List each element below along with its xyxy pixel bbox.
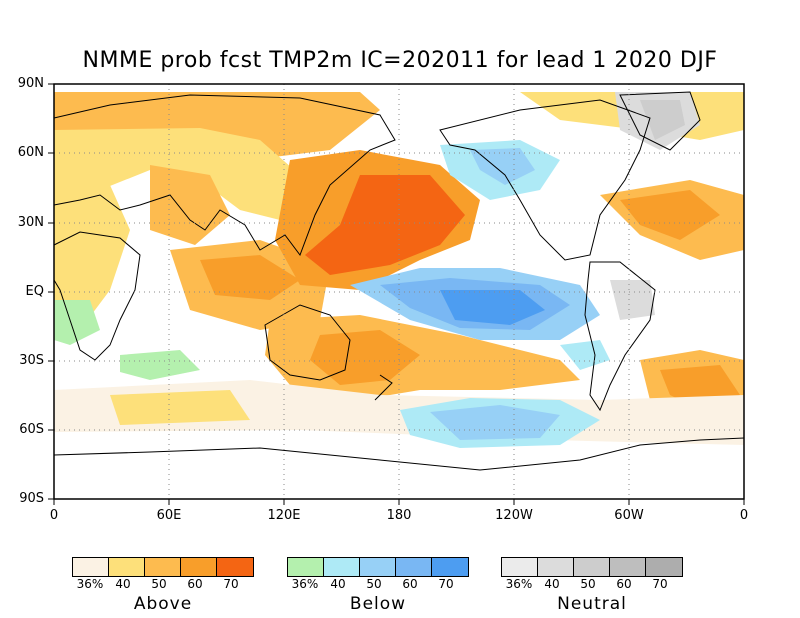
legend-tick: 36% [505, 577, 533, 591]
legend-above: 36% 40 50 60 70 Above [72, 557, 254, 614]
legend-below: 36% 40 50 60 70 Below [287, 557, 469, 614]
continent-outlines [53, 91, 745, 471]
lat-label-90n: 90N [17, 76, 44, 91]
lon-label-120w: 120W [495, 508, 533, 523]
lon-label-60w: 60W [614, 508, 644, 523]
lon-label-180: 180 [386, 508, 412, 523]
legend-swatch [217, 558, 253, 576]
lat-label-60s: 60S [19, 422, 44, 437]
legend-swatch [145, 558, 181, 576]
legend-swatch [324, 558, 360, 576]
lon-label-60e: 60E [156, 508, 182, 523]
lat-label-30s: 30S [19, 353, 44, 368]
legend-swatch [181, 558, 217, 576]
lat-label-60n: 60N [17, 145, 44, 160]
legend-tick: 36% [76, 577, 104, 591]
graticule [54, 84, 744, 499]
legend-neutral-colorbar [501, 557, 683, 577]
legend-tick: 70 [438, 577, 454, 591]
legend-swatch [538, 558, 574, 576]
legend-swatch [646, 558, 682, 576]
lon-label-0-east: 0 [739, 508, 749, 523]
legend-tick: 40 [330, 577, 346, 591]
lon-label-0-west: 0 [49, 508, 59, 523]
legend-swatch [73, 558, 109, 576]
legend-swatch [610, 558, 646, 576]
legend-swatch [502, 558, 538, 576]
legend-tick: 50 [366, 577, 382, 591]
lat-label-30n: 30N [17, 215, 44, 230]
legend-above-colorbar [72, 557, 254, 577]
legend-tick: 60 [402, 577, 418, 591]
legend-swatch [109, 558, 145, 576]
legend-tick: 70 [652, 577, 668, 591]
map-title: NMME prob fcst TMP2m IC=202011 for lead … [82, 48, 718, 73]
legend-tick: 60 [187, 577, 203, 591]
legend-tick: 40 [544, 577, 560, 591]
legend-title-below: Below [349, 594, 407, 614]
lat-label-90s: 90S [19, 491, 44, 506]
legend-neutral: 36% 40 50 60 70 Neutral [501, 557, 683, 614]
legend-below-colorbar [287, 557, 469, 577]
legend-title-neutral: Neutral [557, 594, 627, 614]
legend-tick: 50 [151, 577, 167, 591]
lon-label-120e: 120E [267, 508, 301, 523]
legend-swatch [288, 558, 324, 576]
probability-shading [54, 92, 744, 448]
legend-swatch [360, 558, 396, 576]
legend-title-above: Above [133, 594, 193, 614]
legend-swatch [574, 558, 610, 576]
legend-tick: 70 [223, 577, 239, 591]
axis-ticks [48, 83, 745, 505]
legend-tick: 36% [291, 577, 319, 591]
legend-tick: 60 [616, 577, 632, 591]
legend-swatch [396, 558, 432, 576]
legend-tick: 50 [580, 577, 596, 591]
legend-tick: 40 [115, 577, 131, 591]
legend-swatch [432, 558, 468, 576]
lat-label-eq: EQ [25, 284, 44, 299]
